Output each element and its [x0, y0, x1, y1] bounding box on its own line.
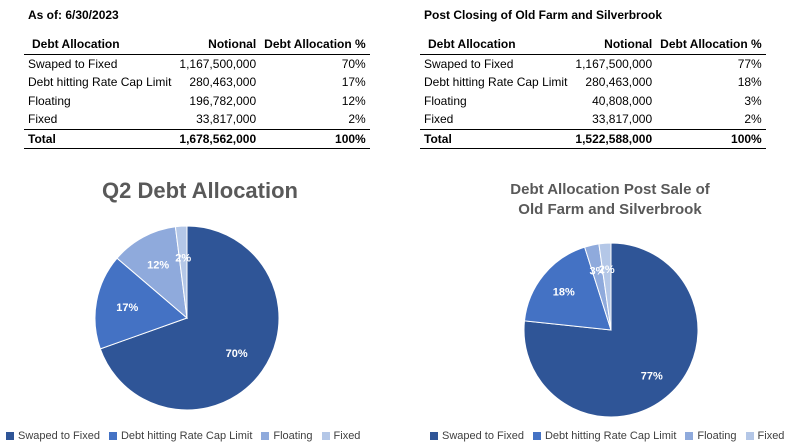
- legend-label: Fixed: [757, 430, 785, 442]
- table-row: Debt hitting Rate Cap Limit 280,463,000 …: [24, 73, 370, 92]
- cell-category: Swaped to Fixed: [424, 56, 514, 71]
- cell-category: Debt hitting Rate Cap Limit: [28, 75, 172, 90]
- cell-total-label: Total: [24, 128, 176, 149]
- cell-category: Floating: [28, 93, 71, 108]
- cell-notional: 196,782,000: [189, 93, 257, 108]
- legend-swatch: [6, 432, 14, 440]
- chart-2-title: Debt Allocation Post Sale of Old Farm an…: [440, 180, 780, 220]
- legend-label: Debt hitting Rate Cap Limit: [120, 430, 253, 442]
- data-label-rate-cap-limit: 18%: [553, 287, 575, 299]
- table-header-row: Debt Allocation Notional Debt Allocation…: [24, 35, 370, 55]
- table-1-title: As of: 6/30/2023: [28, 8, 119, 22]
- legend-label: Fixed: [333, 430, 361, 442]
- table-2: Debt Allocation Notional Debt Allocation…: [420, 35, 766, 149]
- column-header-debt-allocation: Debt Allocation: [420, 35, 572, 55]
- column-header-debt-allocation-pct: Debt Allocation %: [656, 35, 766, 55]
- cell-percent: 3%: [744, 93, 762, 108]
- legend-item-floating: Floating: [261, 430, 313, 442]
- legend-label: Debt hitting Rate Cap Limit: [544, 430, 677, 442]
- cell-notional: 40,808,000: [592, 93, 653, 108]
- data-label-fixed: 2%: [599, 264, 615, 276]
- legend-label: Floating: [697, 430, 737, 442]
- legend-item-rate-cap-limit: Debt hitting Rate Cap Limit: [532, 430, 677, 442]
- cell-notional: 280,463,000: [189, 75, 257, 90]
- pie-slice-rate-cap-limit: [523, 246, 612, 331]
- cell-percent: 2%: [744, 112, 762, 127]
- legend-swatch: [532, 432, 541, 440]
- legend-label: Swaped to Fixed: [18, 430, 100, 442]
- data-label-floating: 3%: [590, 266, 606, 278]
- legend-label: Swaped to Fixed: [442, 430, 524, 442]
- cell-notional: 33,817,000: [592, 112, 653, 127]
- cell-percent: 2%: [348, 112, 366, 127]
- table-total-row: Total 1,522,588,000 100%: [420, 128, 766, 149]
- legend-item-floating: Floating: [685, 430, 737, 442]
- pie-slice-rate-cap-limit: [94, 257, 188, 350]
- legend-item-fixed: Fixed: [321, 430, 361, 442]
- table-row: Swaped to Fixed 1,167,500,000 70%: [24, 54, 370, 73]
- chart-1-title: Q2 Debt Allocation: [102, 178, 298, 203]
- cell-total-label: Total: [420, 128, 572, 149]
- data-label-swaped-to-fixed: 70%: [226, 348, 248, 360]
- pie-slice-swaped-to-fixed: [99, 225, 280, 411]
- cell-percent: 17%: [341, 75, 366, 90]
- cell-total-percent: 100%: [260, 128, 370, 149]
- legend-swatch: [108, 432, 117, 440]
- cell-notional: 1,167,500,000: [575, 56, 653, 71]
- column-header-notional: Notional: [175, 35, 261, 55]
- cell-percent: 77%: [737, 56, 762, 71]
- data-label-rate-cap-limit: 17%: [116, 302, 138, 314]
- cell-category: Debt hitting Rate Cap Limit: [424, 75, 568, 90]
- pie-slice-swaped-to-fixed: [523, 242, 699, 418]
- legend-item-swaped-to-fixed: Swaped to Fixed: [6, 430, 100, 442]
- cell-total-notional: 1,522,588,000: [571, 128, 657, 149]
- pie-slice-fixed: [174, 225, 188, 319]
- table-row: Debt hitting Rate Cap Limit 280,463,000 …: [420, 73, 766, 92]
- table-header-row: Debt Allocation Notional Debt Allocation…: [420, 35, 766, 55]
- table-row: Fixed 33,817,000 2%: [24, 110, 370, 129]
- legend-item-rate-cap-limit: Debt hitting Rate Cap Limit: [108, 430, 253, 442]
- cell-category: Fixed: [28, 112, 58, 127]
- table-row: Swaped to Fixed 1,167,500,000 77%: [420, 54, 766, 73]
- table-total-row: Total 1,678,562,000 100%: [24, 128, 370, 149]
- table-row: Fixed 33,817,000 2%: [420, 110, 766, 129]
- chart-2-legend: Swaped to Fixed Debt hitting Rate Cap Lim…: [430, 430, 793, 442]
- legend-item-fixed: Fixed: [745, 430, 785, 442]
- chart-1-legend: Swaped to Fixed Debt hitting Rate Cap Lim…: [6, 430, 369, 442]
- cell-notional: 280,463,000: [585, 75, 653, 90]
- cell-percent: 18%: [737, 75, 762, 90]
- cell-category: Swaped to Fixed: [28, 56, 118, 71]
- legend-swatch: [321, 432, 330, 440]
- legend-swatch: [685, 432, 694, 440]
- cell-total-notional: 1,678,562,000: [175, 128, 261, 149]
- legend-label: Floating: [273, 430, 313, 442]
- table-1: Debt Allocation Notional Debt Allocation…: [24, 35, 370, 149]
- pie-slice-fixed: [598, 242, 612, 331]
- column-header-debt-allocation-pct: Debt Allocation %: [260, 35, 370, 55]
- data-label-fixed: 2%: [175, 252, 191, 264]
- table-row: Floating 196,782,000 12%: [24, 92, 370, 111]
- cell-percent: 70%: [341, 56, 366, 71]
- legend-swatch: [745, 432, 754, 440]
- legend-item-swaped-to-fixed: Swaped to Fixed: [430, 430, 524, 442]
- data-label-floating: 12%: [147, 260, 169, 272]
- cell-total-percent: 100%: [656, 128, 766, 149]
- column-header-debt-allocation: Debt Allocation: [24, 35, 176, 55]
- chart-2-title-line-1: Debt Allocation Post Sale of: [510, 181, 710, 198]
- legend-swatch: [261, 432, 270, 440]
- column-header-notional: Notional: [571, 35, 657, 55]
- cell-notional: 1,167,500,000: [179, 56, 257, 71]
- chart-2-title-line-2: Old Farm and Silverbrook: [518, 201, 702, 218]
- table-2-title: Post Closing of Old Farm and Silverbrook: [424, 8, 663, 22]
- legend-swatch: [430, 432, 438, 440]
- data-label-swaped-to-fixed: 77%: [641, 370, 663, 382]
- pie-slice-floating: [116, 226, 188, 320]
- cell-category: Floating: [424, 93, 467, 108]
- table-row: Floating 40,808,000 3%: [420, 92, 766, 111]
- cell-notional: 33,817,000: [196, 112, 257, 127]
- cell-percent: 12%: [341, 93, 366, 108]
- cell-category: Fixed: [424, 112, 454, 127]
